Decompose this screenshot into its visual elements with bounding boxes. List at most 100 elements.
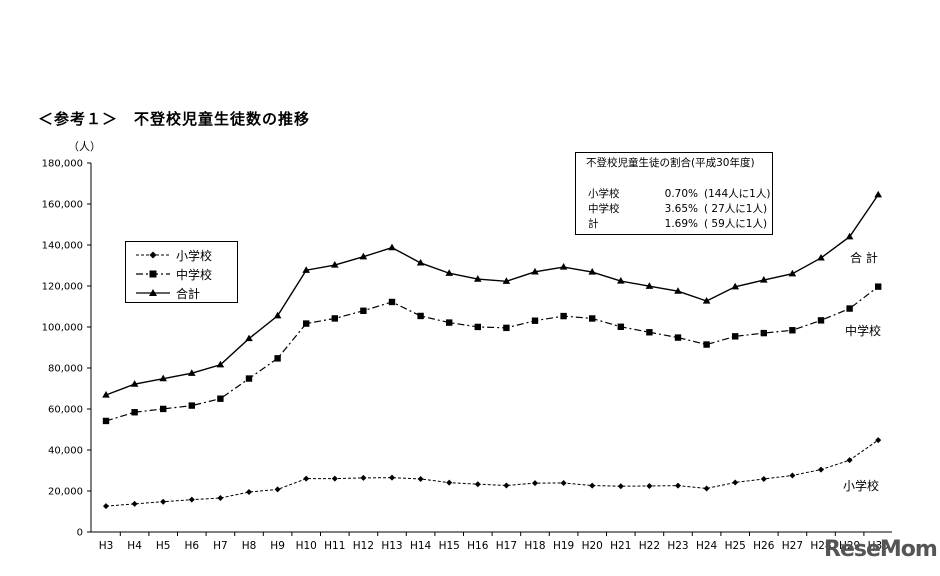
- ratio-note-title: 不登校児童生徒の割合(平成30年度): [586, 157, 755, 169]
- square-point: [446, 319, 453, 326]
- square-point: [503, 324, 510, 332]
- x-tick-label: H13: [381, 540, 402, 552]
- square-point: [560, 312, 567, 320]
- x-tick-label: H28: [810, 540, 831, 552]
- square-point: [589, 315, 596, 322]
- diamond-point: [103, 503, 109, 510]
- diamond-point: [188, 496, 195, 503]
- end-label-middle: 中学校: [845, 323, 881, 338]
- diamond-point: [274, 486, 281, 493]
- x-tick-label: H22: [639, 540, 660, 552]
- triangle-point: [617, 277, 625, 284]
- ratio-row-total: 計 1.69% ( 59人に1人): [588, 217, 767, 232]
- series-line: [105, 439, 879, 507]
- diamond-point: [675, 482, 681, 489]
- ratio-note-box: 不登校児童生徒の割合(平成30年度) 小学校 0.70% (144人に1人) 中学校…: [575, 152, 773, 235]
- triangle-point: [302, 266, 310, 273]
- legend: 小学校 中学校 合計: [125, 241, 238, 303]
- x-tick-label: H24: [696, 540, 718, 552]
- square-point: [732, 333, 739, 340]
- diamond-point: [360, 474, 367, 481]
- diamond-point: [474, 481, 481, 488]
- x-tick-label: H8: [242, 540, 257, 552]
- x-tick-label: H3: [99, 540, 114, 552]
- chart-title: ＜参考１＞ 不登校児童生徒数の推移: [38, 110, 311, 128]
- ratio-row-label: 小学校: [588, 188, 620, 200]
- y-tick-label: 80,000: [48, 364, 83, 375]
- x-tick-label: H10: [296, 540, 317, 552]
- diamond-point: [846, 457, 853, 464]
- square-point: [188, 402, 195, 409]
- x-tick-label: H17: [496, 540, 517, 552]
- diamond-point: [131, 500, 138, 507]
- legend-diamond-marker-icon: [136, 251, 170, 259]
- x-tick-label: H7: [213, 540, 228, 552]
- series-triangle-group: [102, 190, 882, 398]
- x-tick-label: H27: [782, 540, 803, 552]
- triangle-point: [102, 391, 110, 398]
- triangle-point: [216, 360, 225, 368]
- legend-label: 小学校: [176, 249, 213, 263]
- y-tick-label: 100,000: [42, 323, 83, 334]
- diamond-point: [589, 482, 596, 489]
- diamond-point: [246, 489, 252, 496]
- x-tick-label: H11: [324, 540, 345, 552]
- triangle-point: [159, 374, 167, 382]
- square-point: [617, 323, 624, 330]
- x-tick-label: H16: [467, 540, 489, 552]
- legend-triangle-marker-icon: [136, 289, 170, 296]
- diamond-point: [560, 479, 567, 486]
- square-point: [474, 323, 481, 331]
- square-point: [789, 327, 796, 334]
- square-point: [417, 312, 424, 320]
- ratio-row-ratio: ( 27人に1人): [704, 203, 768, 215]
- x-tick-label: H14: [410, 540, 432, 552]
- legend-label: 合計: [176, 287, 201, 301]
- triangle-point: [474, 275, 482, 282]
- x-tick-label: H20: [582, 540, 603, 552]
- diamond-point: [875, 437, 882, 444]
- square-point: [102, 417, 110, 425]
- ratio-row-pct: 3.65%: [664, 203, 698, 215]
- resemom-logo: ReseMom: [824, 537, 938, 562]
- series-line: [105, 194, 879, 396]
- x-tick-label: H5: [156, 540, 171, 552]
- ratio-row-ratio: ( 59人に1人): [704, 218, 768, 230]
- diamond-point: [818, 466, 824, 473]
- ratio-row-pct: 1.69%: [664, 218, 698, 230]
- x-tick-label: H19: [553, 540, 574, 552]
- end-label-total: 合 計: [850, 250, 878, 265]
- diamond-point: [331, 475, 338, 482]
- x-tick-label: H26: [753, 540, 775, 552]
- triangle-point: [273, 311, 282, 319]
- square-point: [217, 395, 224, 402]
- square-point: [846, 305, 853, 312]
- square-point: [331, 315, 338, 322]
- triangle-point: [245, 334, 253, 342]
- ratio-row-middle: 中学校 3.65% ( 27人に1人): [588, 202, 767, 217]
- series-line: [105, 286, 879, 422]
- y-tick-label: 20,000: [48, 487, 83, 498]
- triangle-point: [188, 369, 196, 376]
- square-point: [131, 409, 138, 416]
- x-tick-label: H25: [725, 540, 746, 552]
- ratio-row-label: 中学校: [588, 203, 620, 215]
- triangle-point: [531, 267, 539, 275]
- ratio-row-label: 計: [588, 218, 599, 230]
- series-square-group: [102, 283, 882, 425]
- square-point: [703, 341, 710, 348]
- diamond-point: [389, 474, 395, 481]
- triangle-point: [645, 282, 654, 289]
- x-tick-label: H29: [839, 540, 860, 552]
- diamond-point: [503, 482, 510, 489]
- diamond-point: [446, 479, 453, 486]
- x-tick-label: H6: [185, 540, 200, 552]
- end-label-elementary: 小学校: [843, 478, 879, 493]
- square-point: [160, 405, 167, 413]
- square-point: [817, 317, 825, 324]
- diamond-point: [417, 475, 424, 482]
- series-diamond-group: [103, 437, 882, 510]
- x-tick-label: H9: [270, 540, 285, 552]
- x-tick-label: H4: [127, 540, 142, 552]
